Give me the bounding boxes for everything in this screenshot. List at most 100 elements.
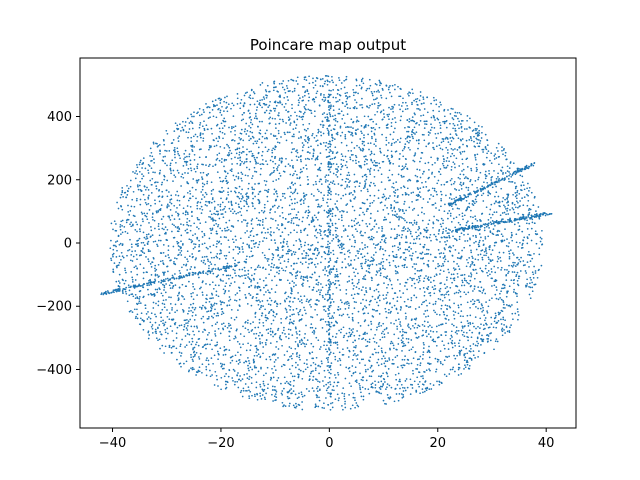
scatter-point: [318, 251, 320, 254]
scatter-point: [269, 330, 272, 333]
scatter-point: [371, 161, 374, 164]
scatter-point: [216, 243, 218, 245]
scatter-point: [471, 222, 474, 225]
scatter-point: [314, 80, 317, 82]
scatter-point: [341, 392, 344, 395]
scatter-point: [292, 184, 295, 186]
scatter-point: [469, 279, 472, 282]
scatter-point: [360, 395, 363, 398]
scatter-point: [437, 132, 439, 135]
scatter-point: [177, 245, 180, 247]
scatter-point: [250, 247, 253, 250]
scatter-point: [460, 184, 463, 187]
scatter-point: [325, 141, 328, 144]
scatter-point: [350, 141, 353, 144]
scatter-point: [354, 196, 357, 198]
scatter-point: [277, 254, 279, 257]
scatter-point: [454, 311, 457, 314]
scatter-point: [443, 294, 446, 296]
scatter-point: [395, 266, 398, 269]
scatter-point: [215, 275, 218, 278]
scatter-point: [229, 210, 232, 213]
scatter-point: [495, 185, 497, 188]
scatter-point: [387, 311, 390, 314]
scatter-point: [495, 326, 498, 329]
scatter-point: [325, 174, 328, 177]
scatter-point: [510, 324, 512, 326]
scatter-point: [332, 385, 335, 388]
scatter-point: [323, 112, 326, 114]
scatter-point: [293, 229, 296, 232]
scatter-point: [420, 252, 423, 255]
scatter-point: [375, 391, 378, 393]
scatter-point: [446, 304, 449, 307]
scatter-point: [205, 347, 207, 350]
scatter-point: [286, 250, 289, 253]
scatter-point: [182, 120, 184, 123]
scatter-point: [238, 185, 241, 188]
scatter-point: [229, 274, 232, 277]
scatter-point: [514, 187, 517, 190]
scatter-point: [526, 242, 529, 245]
scatter-point: [399, 95, 402, 98]
scatter-point: [402, 330, 404, 333]
scatter-point: [343, 397, 346, 400]
scatter-point: [135, 315, 137, 318]
scatter-point: [225, 274, 228, 277]
scatter-point: [459, 257, 462, 260]
scatter-point: [503, 211, 506, 214]
scatter-point: [129, 185, 132, 188]
scatter-point: [115, 223, 117, 225]
scatter-point: [490, 253, 492, 256]
scatter-point: [452, 366, 455, 369]
scatter-point: [385, 277, 388, 280]
scatter-point: [290, 292, 293, 295]
scatter-point: [401, 229, 403, 232]
scatter-point: [531, 218, 534, 221]
scatter-point: [250, 88, 253, 91]
scatter-point: [466, 119, 468, 122]
scatter-point: [357, 281, 360, 284]
scatter-point: [332, 180, 335, 182]
scatter-point: [125, 196, 128, 199]
scatter-point: [241, 275, 243, 277]
scatter-point: [314, 327, 317, 330]
scatter-point: [206, 357, 208, 359]
scatter-point: [237, 372, 239, 374]
scatter-point: [259, 84, 262, 86]
scatter-point: [237, 211, 239, 214]
scatter-point: [250, 219, 253, 222]
scatter-point: [237, 219, 239, 222]
scatter-point: [273, 188, 276, 191]
scatter-point: [373, 199, 375, 202]
scatter-point: [292, 262, 295, 265]
scatter-point: [394, 373, 397, 376]
scatter-point: [399, 153, 401, 155]
scatter-point: [181, 308, 184, 311]
scatter-point: [396, 235, 398, 238]
scatter-point: [324, 145, 327, 147]
scatter-point: [209, 375, 212, 378]
scatter-point: [272, 376, 275, 379]
scatter-point: [467, 233, 469, 236]
scatter-point: [162, 215, 165, 218]
scatter-point: [289, 124, 291, 126]
scatter-point: [253, 188, 255, 191]
scatter-point: [517, 277, 520, 280]
scatter-point: [500, 298, 503, 301]
scatter-point: [295, 214, 298, 216]
scatter-point: [395, 215, 398, 218]
scatter-point: [342, 313, 345, 316]
scatter-point: [315, 183, 318, 185]
scatter-point: [397, 399, 400, 402]
scatter-point: [381, 227, 384, 230]
scatter-point: [246, 192, 248, 194]
scatter-point: [212, 362, 214, 365]
scatter-point: [430, 156, 432, 159]
scatter-point: [297, 403, 300, 406]
scatter-point: [412, 369, 414, 372]
scatter-point: [501, 212, 504, 214]
scatter-point: [430, 123, 432, 126]
scatter-point: [500, 266, 503, 269]
scatter-point: [315, 199, 318, 201]
